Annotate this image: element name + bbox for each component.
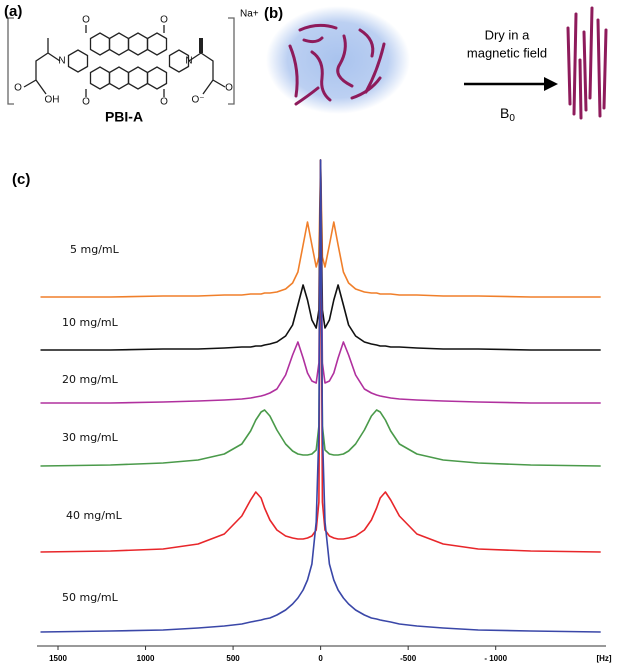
x-tick-label: 1000 [137, 654, 155, 663]
field-symbol: B [500, 105, 509, 121]
series-label: 50 mg/mL [62, 591, 119, 604]
bond [188, 52, 226, 95]
chemical-structure [7, 17, 235, 105]
atom-label: O [160, 97, 168, 108]
field-subscript: 0 [509, 113, 515, 124]
ring [168, 49, 190, 73]
ring [108, 32, 130, 56]
series-label: 40 mg/mL [66, 509, 123, 522]
process-text: magnetic field [467, 45, 547, 60]
x-tick-label: 1500 [49, 654, 67, 663]
atom-label: O [82, 97, 90, 108]
ring [108, 66, 130, 90]
atom-label: N [185, 56, 192, 67]
ring [146, 66, 168, 90]
ring [146, 32, 168, 56]
ring [127, 32, 149, 56]
x-tick-label: - 1000 [484, 654, 507, 663]
atom-label: O⁻ [191, 95, 204, 106]
x-tick-label: -500 [400, 654, 417, 663]
series-label: 5 mg/mL [70, 243, 120, 256]
x-tick-label: 500 [226, 654, 240, 663]
ring [89, 32, 111, 56]
atom-label: O [225, 83, 233, 94]
spectrum [40, 159, 601, 633]
aligned-fibers [566, 6, 608, 120]
arrow-head [544, 77, 558, 91]
process-text: Dry in a [485, 27, 531, 42]
ring [127, 66, 149, 90]
atom-label: N [58, 56, 65, 67]
series-label: 20 mg/mL [62, 373, 119, 386]
series-label: 10 mg/mL [62, 316, 119, 329]
bond [85, 25, 165, 97]
atom-label: O [82, 15, 90, 26]
atom-label: OH [45, 95, 60, 106]
atom-label: O [160, 15, 168, 26]
series-label: 30 mg/mL [62, 431, 119, 444]
ring [89, 66, 111, 90]
ring [67, 49, 89, 73]
field-symbol: B0 [500, 105, 515, 124]
gel-illustration [266, 6, 410, 114]
x-unit: [Hz] [596, 654, 611, 663]
panel-label: (c) [12, 171, 30, 188]
bond [23, 38, 61, 95]
x-tick-label: 0 [318, 654, 323, 663]
panel-label: (a) [4, 3, 22, 20]
counterion: Na+ [240, 9, 259, 20]
panel-label: (b) [264, 5, 283, 22]
compound-name: PBI-A [105, 109, 143, 125]
fibers [288, 23, 386, 106]
bracket [7, 17, 235, 105]
atom-label: O [14, 83, 22, 94]
